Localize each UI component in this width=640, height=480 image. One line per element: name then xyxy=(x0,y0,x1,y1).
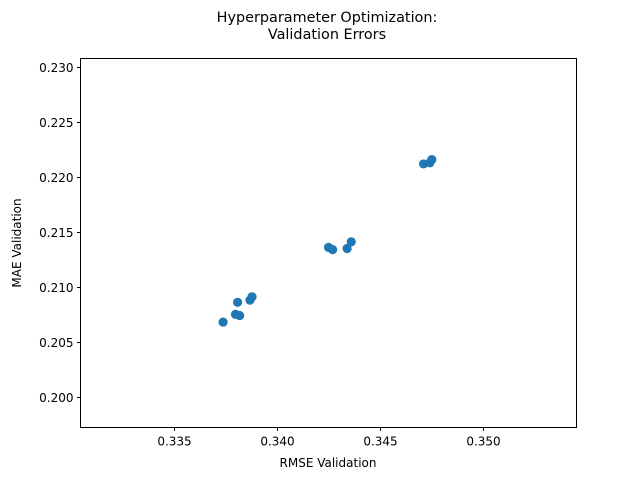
data-point-10 xyxy=(346,237,356,247)
y-tick-label: 0.200 xyxy=(39,391,73,405)
chart-title-line-1: Hyperparameter Optimization: xyxy=(217,10,438,26)
y-tick-label: 0.205 xyxy=(39,336,73,350)
y-tick-label: 0.210 xyxy=(39,281,73,295)
y-tick-label: 0.225 xyxy=(39,116,73,130)
y-tick-label: 0.215 xyxy=(39,226,73,240)
data-point-1 xyxy=(218,317,228,327)
y-tick-label: 0.230 xyxy=(39,61,73,75)
data-point-13 xyxy=(427,154,437,165)
data-point-3 xyxy=(235,310,245,321)
data-point-4 xyxy=(232,297,243,307)
x-axis-ticks: 0.335 0.340 0.345 0.350 xyxy=(157,427,501,449)
plot-frame xyxy=(80,58,577,428)
y-axis-ticks: 0.200 0.205 0.210 0.215 0.220 0.225 0.230 xyxy=(39,61,81,405)
chart-title-line-2: Validation Errors xyxy=(268,27,386,43)
x-tick-label: 0.345 xyxy=(363,435,397,449)
y-axis-label: MAE Validation xyxy=(10,198,24,287)
y-tick-label: 0.220 xyxy=(39,171,73,185)
x-tick-label: 0.335 xyxy=(157,435,191,449)
data-point-6 xyxy=(247,292,257,302)
x-tick-label: 0.350 xyxy=(466,435,500,449)
data-points xyxy=(218,154,437,327)
data-point-9 xyxy=(342,243,352,254)
data-point-8 xyxy=(328,244,338,255)
x-axis-label: RMSE Validation xyxy=(280,456,377,470)
x-tick-label: 0.340 xyxy=(260,435,294,449)
